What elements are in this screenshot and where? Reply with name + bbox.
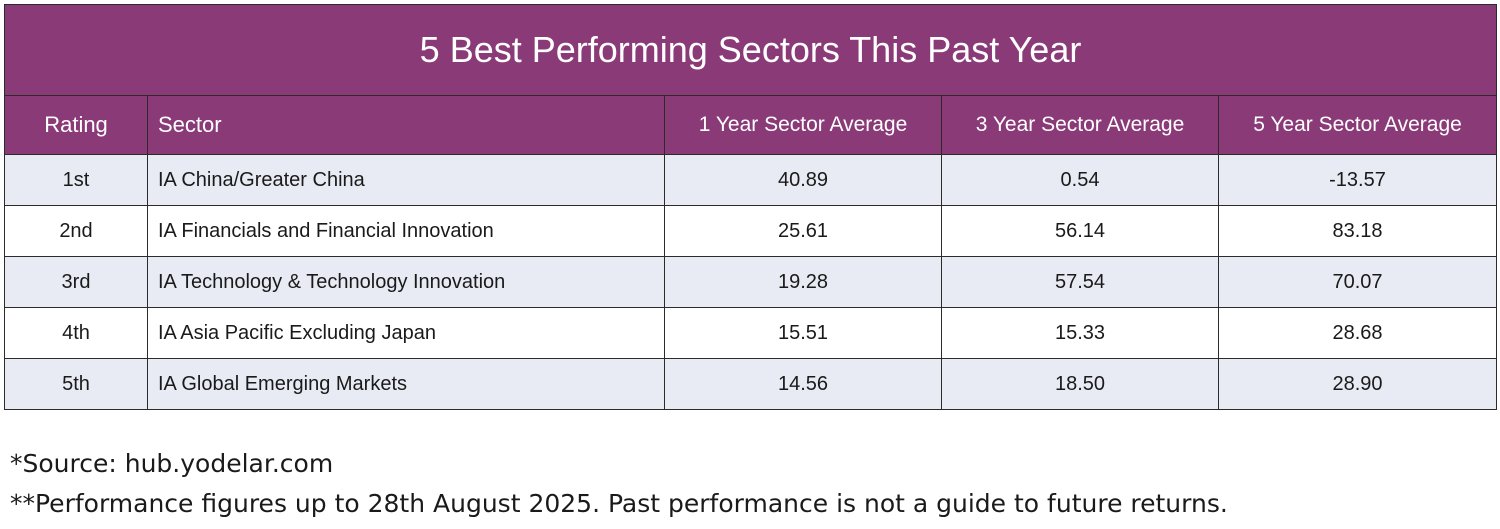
- rating-cell: 5th: [4, 358, 148, 410]
- title-row: 5 Best Performing Sectors This Past Year: [3, 4, 1498, 96]
- column-header-3-year: 3 Year Sector Average: [941, 95, 1219, 155]
- three-year-cell: 15.33: [941, 307, 1219, 359]
- table-row: 5th IA Global Emerging Markets 14.56 18.…: [4, 358, 1498, 410]
- rating-cell: 2nd: [4, 205, 148, 257]
- five-year-cell: -13.57: [1217, 154, 1498, 206]
- sector-cell: IA China/Greater China: [147, 154, 665, 206]
- sector-performance-table-container: 5 Best Performing Sectors This Past Year…: [3, 4, 1498, 410]
- one-year-cell: 14.56: [664, 358, 942, 410]
- rating-cell: 3rd: [4, 256, 148, 308]
- one-year-cell: 25.61: [664, 205, 942, 257]
- three-year-cell: 56.14: [941, 205, 1219, 257]
- table-row: 2nd IA Financials and Financial Innovati…: [4, 205, 1498, 257]
- sector-cell: IA Global Emerging Markets: [147, 358, 665, 410]
- sector-cell: IA Financials and Financial Innovation: [147, 205, 665, 257]
- disclaimer-note: **Performance figures up to 28th August …: [10, 489, 1228, 518]
- table-row: 3rd IA Technology & Technology Innovatio…: [4, 256, 1498, 308]
- three-year-cell: 57.54: [941, 256, 1219, 308]
- three-year-cell: 0.54: [941, 154, 1219, 206]
- five-year-cell: 70.07: [1217, 256, 1498, 308]
- sector-cell: IA Technology & Technology Innovation: [147, 256, 665, 308]
- source-note: *Source: hub.yodelar.com: [10, 449, 334, 478]
- column-header-5-year: 5 Year Sector Average: [1217, 95, 1498, 155]
- one-year-cell: 19.28: [664, 256, 942, 308]
- column-header-1-year: 1 Year Sector Average: [664, 95, 942, 155]
- column-header-sector: Sector: [147, 95, 665, 155]
- column-header-rating: Rating: [4, 95, 148, 155]
- five-year-cell: 28.90: [1217, 358, 1498, 410]
- rating-cell: 4th: [4, 307, 148, 359]
- one-year-cell: 15.51: [664, 307, 942, 359]
- sector-cell: IA Asia Pacific Excluding Japan: [147, 307, 665, 359]
- table-row: 4th IA Asia Pacific Excluding Japan 15.5…: [4, 307, 1498, 359]
- five-year-cell: 83.18: [1217, 205, 1498, 257]
- one-year-cell: 40.89: [664, 154, 942, 206]
- three-year-cell: 18.50: [941, 358, 1219, 410]
- table-row: 1st IA China/Greater China 40.89 0.54 -1…: [4, 154, 1498, 206]
- sector-performance-table: 5 Best Performing Sectors This Past Year…: [3, 4, 1498, 410]
- header-row: Rating Sector 1 Year Sector Average 3 Ye…: [4, 95, 1498, 155]
- rating-cell: 1st: [4, 154, 148, 206]
- footnotes: *Source: hub.yodelar.com **Performance f…: [10, 444, 1228, 524]
- table-title: 5 Best Performing Sectors This Past Year: [3, 4, 1498, 96]
- five-year-cell: 28.68: [1217, 307, 1498, 359]
